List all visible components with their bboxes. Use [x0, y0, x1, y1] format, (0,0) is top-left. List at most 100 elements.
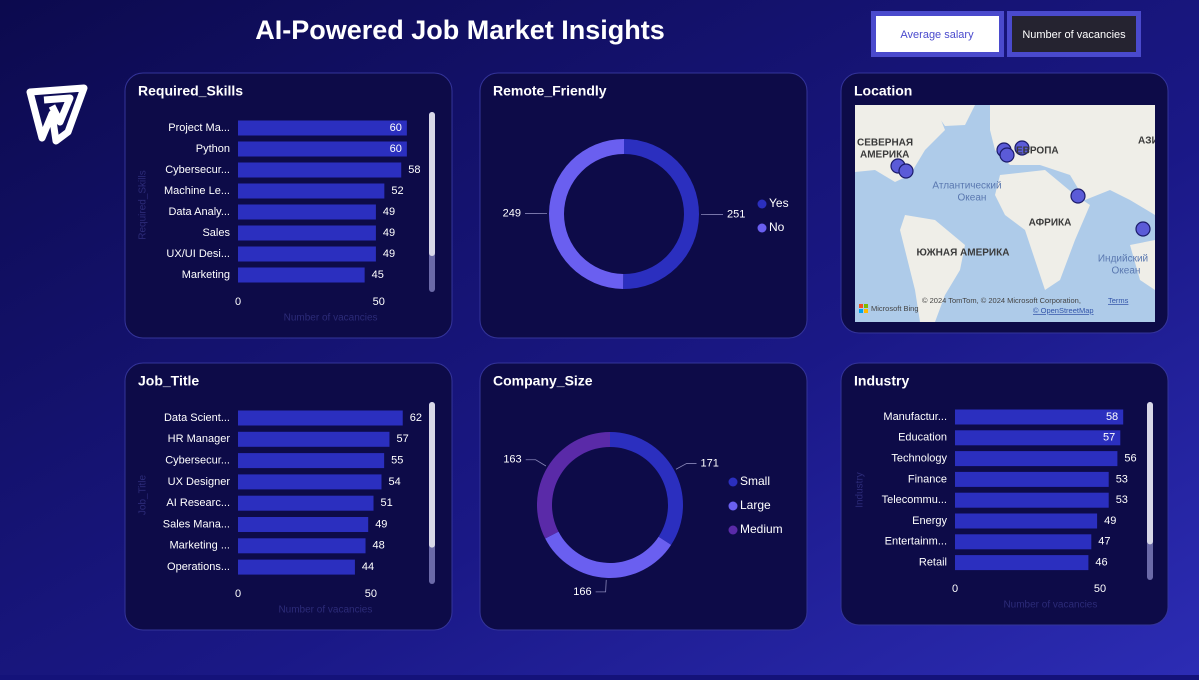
data-label: 60 — [390, 122, 402, 134]
category-label: Cybersecur... — [165, 455, 230, 467]
data-label: 54 — [388, 476, 400, 488]
map-attribution-link[interactable]: © OpenStreetMap — [1033, 306, 1094, 315]
category-label: Education — [898, 432, 947, 444]
category-label: Marketing ... — [169, 540, 230, 552]
map-label: АМЕРИКА — [860, 150, 909, 161]
data-label: 44 — [362, 561, 374, 573]
scrollbar-thumb — [1147, 402, 1153, 544]
y-axis-title: Industry — [855, 472, 866, 508]
bar — [955, 493, 1109, 508]
data-label: 49 — [1104, 515, 1116, 527]
legend-marker — [758, 200, 767, 209]
x-tick-label: 50 — [365, 588, 377, 600]
bar — [238, 226, 376, 241]
category-label: UX Designer — [168, 476, 231, 488]
location-marker — [1071, 189, 1085, 203]
category-label: Retail — [919, 557, 947, 569]
legend-marker — [758, 224, 767, 233]
category-label: Project Ma... — [168, 122, 230, 134]
bar — [238, 517, 368, 532]
legend-label: Yes — [769, 196, 789, 210]
category-label: Sales Mana... — [163, 518, 230, 530]
map-label: Океан — [958, 193, 987, 204]
data-label: 45 — [372, 269, 384, 281]
legend-marker — [729, 502, 738, 511]
category-label: Python — [196, 143, 230, 155]
category-label: Operations... — [167, 561, 230, 573]
button-label: Average salary — [900, 29, 974, 41]
panel-title: Industry — [854, 373, 909, 389]
bar — [238, 184, 384, 199]
map-attribution: Microsoft Bing — [871, 304, 919, 313]
bar — [955, 410, 1123, 425]
data-label: 46 — [1095, 557, 1107, 569]
bar — [955, 534, 1091, 549]
panel — [480, 363, 807, 630]
map-label: СЕВЕРНАЯ — [857, 138, 913, 149]
y-axis-title: Job_Title — [138, 474, 149, 515]
bar — [955, 451, 1117, 466]
bar — [238, 411, 403, 426]
bar — [955, 430, 1120, 445]
button-number-of-vacancies[interactable]: Number of vacancies — [1007, 11, 1141, 57]
bar — [238, 560, 355, 575]
x-tick-label: 50 — [373, 296, 385, 308]
bar — [955, 514, 1097, 529]
x-tick-label: 0 — [952, 583, 958, 595]
legend-label: Medium — [740, 522, 783, 536]
panel-title: Job_Title — [138, 373, 199, 389]
data-label: 49 — [375, 518, 387, 530]
data-label: 53 — [1116, 473, 1128, 485]
legend-label: Small — [740, 474, 770, 488]
x-axis-title: Number of vacancies — [1003, 600, 1097, 611]
data-label: 166 — [573, 586, 591, 598]
x-tick-label: 0 — [235, 588, 241, 600]
map-attribution: © 2024 TomTom, © 2024 Microsoft Corporat… — [922, 296, 1081, 305]
bar — [238, 142, 407, 157]
bar — [955, 472, 1109, 487]
page-title: AI-Powered Job Market Insights — [255, 15, 665, 45]
map-canvas: СЕВЕРНАЯ АМЕРИКА ЕВРОПА АЗИ Атлантически… — [855, 105, 1159, 322]
data-label: 49 — [383, 248, 395, 260]
data-label: 249 — [503, 207, 521, 219]
button-label: Number of vacancies — [1022, 29, 1126, 41]
map-label: ЕВРОПА — [1016, 146, 1059, 157]
logo-square — [864, 309, 868, 313]
category-label: Entertainm... — [885, 536, 947, 548]
bar — [238, 163, 401, 178]
x-tick-label: 0 — [235, 296, 241, 308]
category-label: Sales — [202, 227, 230, 239]
data-label: 163 — [503, 454, 521, 466]
logo-square — [864, 304, 868, 308]
map: Location СЕВЕРНАЯ АМЕРИКА — [841, 73, 1168, 333]
data-label: 60 — [390, 143, 402, 155]
data-label: 55 — [391, 455, 403, 467]
category-label: Data Scient... — [164, 412, 230, 424]
bar — [238, 538, 366, 553]
x-axis-title: Number of vacancies — [284, 313, 378, 324]
data-label: 53 — [1116, 494, 1128, 506]
category-label: Data Analy... — [168, 206, 230, 218]
bar — [238, 268, 365, 283]
map-attribution-link[interactable]: Terms — [1108, 296, 1129, 305]
x-axis-title: Number of vacancies — [278, 605, 372, 616]
button-average-salary[interactable]: Average salary — [871, 11, 1004, 57]
data-label: 47 — [1098, 536, 1110, 548]
bar — [238, 205, 376, 220]
data-label: 48 — [373, 540, 385, 552]
category-label: Technology — [891, 453, 947, 465]
legend-marker — [729, 526, 738, 535]
bar — [238, 247, 376, 262]
bar — [238, 121, 407, 136]
data-label: 52 — [391, 185, 403, 197]
data-label: 57 — [396, 433, 408, 445]
category-label: HR Manager — [168, 433, 231, 445]
data-label: 171 — [701, 457, 719, 469]
category-label: Manufactur... — [883, 411, 947, 423]
panel-title: Required_Skills — [138, 83, 243, 99]
map-label: Индийский — [1098, 254, 1148, 265]
map-label: ЮЖНАЯ АМЕРИКА — [917, 248, 1010, 259]
data-label: 251 — [727, 208, 745, 220]
location-marker — [899, 164, 913, 178]
